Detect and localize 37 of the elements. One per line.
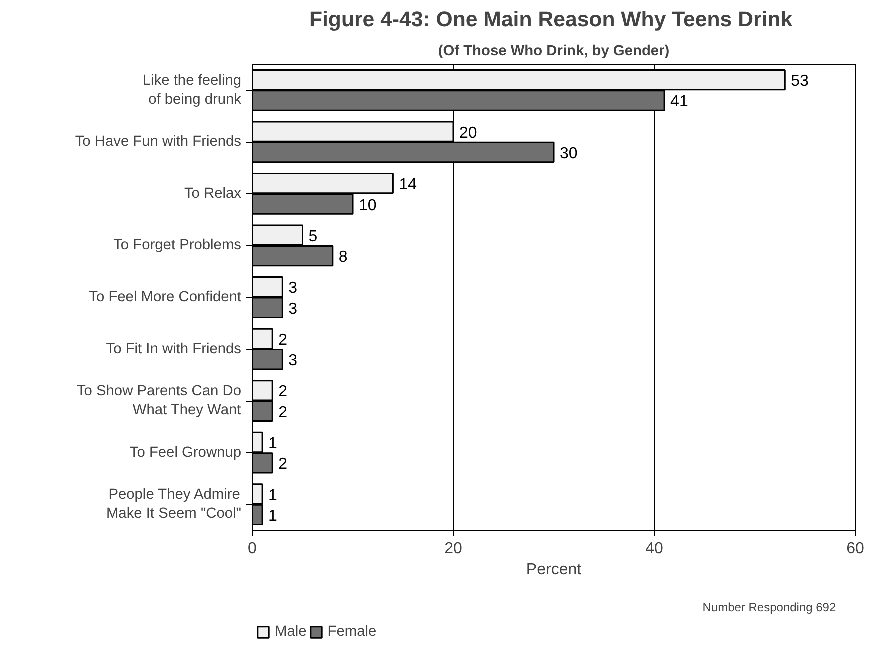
data-label: 10 <box>359 197 377 214</box>
x-tick-label: 40 <box>646 540 664 558</box>
y-tick-label: To Relax <box>184 186 242 202</box>
data-label: 3 <box>288 300 298 318</box>
legend-label: Male <box>275 624 307 640</box>
chart-title: Figure 4-43: One Main Reason Why Teens Drink <box>309 8 793 32</box>
data-label: 1 <box>268 487 278 504</box>
y-tick-label: To Have Fun with Friends <box>75 134 242 150</box>
x-tick-label: 20 <box>444 540 462 558</box>
y-tick-label: Like the feeling of being drunk <box>142 72 242 108</box>
data-label: 3 <box>288 352 298 370</box>
data-label: 2 <box>278 332 288 349</box>
data-label: 30 <box>560 146 578 163</box>
data-label: 5 <box>308 228 318 246</box>
chart-subtitle: (Of Those Who Drink, by Gender) <box>438 44 670 60</box>
data-label: 2 <box>278 456 288 474</box>
data-label: 14 <box>399 176 418 194</box>
y-tick-label: People They Admire Make It Seem "Cool" <box>106 487 242 522</box>
y-tick-label: To Feel Grownup <box>130 444 242 461</box>
data-label: 20 <box>460 124 478 142</box>
text: Number Responding 692 <box>702 600 836 614</box>
y-tick-label: To Forget Problems <box>114 238 242 254</box>
data-label: 41 <box>670 94 688 111</box>
y-tick-label: To Feel More Confident <box>89 290 242 306</box>
data-label: 1 <box>268 508 278 525</box>
x-axis-title: Percent <box>526 562 582 578</box>
data-label: 2 <box>278 384 288 401</box>
data-label: 1 <box>268 435 278 452</box>
x-tick-label: 60 <box>846 540 864 558</box>
data-label: 2 <box>278 404 288 422</box>
legend-label: Female <box>328 624 377 640</box>
data-label: 8 <box>338 249 348 266</box>
y-tick-label: To Show Parents Can Do What They Want <box>76 383 242 419</box>
x-tick-label: 0 <box>248 540 258 558</box>
data-label: 53 <box>791 73 810 90</box>
y-tick-label: To Fit In with Friends <box>106 341 242 358</box>
data-label: 3 <box>288 280 298 298</box>
